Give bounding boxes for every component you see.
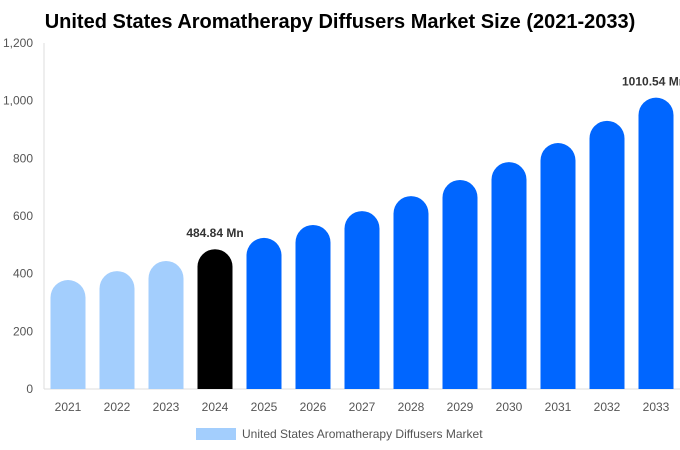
- bar-2026: [295, 224, 331, 389]
- legend-swatch: [196, 428, 236, 440]
- x-tick-label: 2029: [447, 400, 474, 414]
- x-tick-label: 2031: [545, 400, 572, 414]
- bar-2029: [442, 179, 478, 389]
- bar-2028: [393, 196, 429, 389]
- data-label: 1010.54 Mn: [622, 75, 680, 89]
- x-tick-label: 2021: [55, 400, 82, 414]
- bar-2032: [589, 120, 625, 389]
- data-label: 484.84 Mn: [186, 226, 243, 240]
- x-tick-label: 2030: [496, 400, 523, 414]
- bar-2030: [491, 162, 527, 389]
- bar-2021: [50, 280, 86, 389]
- bar-2024: [197, 249, 233, 389]
- x-tick-label: 2027: [349, 400, 376, 414]
- x-tick-label: 2024: [202, 400, 229, 414]
- chart-title: United States Aromatherapy Diffusers Mar…: [45, 11, 636, 33]
- y-tick-label: 200: [13, 324, 33, 338]
- x-tick-label: 2023: [153, 400, 180, 414]
- y-tick-label: 0: [26, 382, 33, 396]
- x-tick-label: 2028: [398, 400, 425, 414]
- x-tick-label: 2025: [251, 400, 278, 414]
- y-tick-label: 400: [13, 267, 33, 281]
- bar-2027: [344, 211, 380, 389]
- x-tick-label: 2022: [104, 400, 131, 414]
- bar-2025: [246, 237, 282, 389]
- bar-2031: [540, 143, 576, 389]
- y-tick-label: 600: [13, 209, 33, 223]
- x-tick-label: 2026: [300, 400, 327, 414]
- y-tick-label: 1,200: [3, 36, 33, 50]
- x-tick-label: 2033: [643, 400, 670, 414]
- bar-2023: [148, 260, 184, 389]
- bar-2033: [638, 97, 674, 390]
- y-tick-label: 800: [13, 151, 33, 165]
- legend-label: United States Aromatherapy Diffusers Mar…: [242, 427, 483, 441]
- y-tick-label: 1,000: [3, 94, 33, 108]
- x-tick-label: 2032: [594, 400, 621, 414]
- bar-2022: [99, 271, 135, 389]
